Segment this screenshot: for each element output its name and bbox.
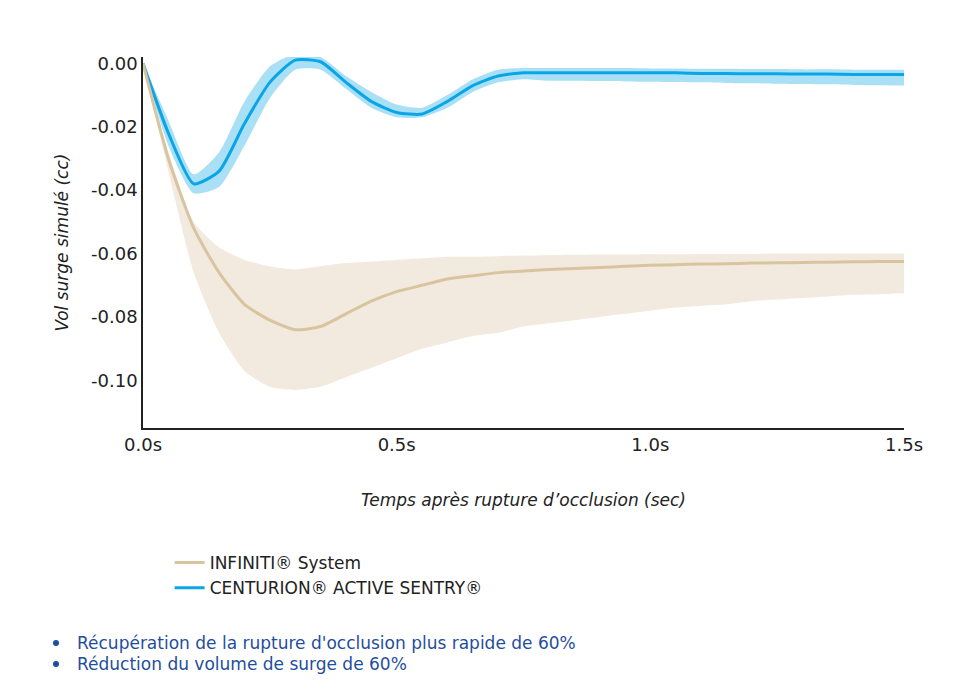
- svg-text:-0.04: -0.04: [91, 179, 138, 200]
- svg-text:0.5s: 0.5s: [378, 434, 416, 455]
- svg-text:Vol surge simulé (cc): Vol surge simulé (cc): [52, 154, 72, 332]
- svg-text:1.0s: 1.0s: [631, 434, 669, 455]
- svg-text:Temps après rupture d’occlusio: Temps après rupture d’occlusion (sec): [361, 490, 686, 510]
- svg-text:-0.02: -0.02: [91, 116, 138, 137]
- svg-text:-0.08: -0.08: [91, 306, 138, 327]
- svg-text:CENTURION® ACTIVE SENTRY®: CENTURION® ACTIVE SENTRY®: [210, 578, 483, 598]
- svg-text:0.00: 0.00: [98, 53, 138, 74]
- svg-text:INFINITI® System: INFINITI® System: [210, 553, 361, 573]
- svg-text:Récupération de la rupture d'o: Récupération de la rupture d'occlusion p…: [77, 633, 576, 653]
- svg-text:Réduction du volume de surge d: Réduction du volume de surge de 60%: [77, 654, 407, 674]
- svg-text:1.5s: 1.5s: [885, 434, 923, 455]
- svg-text:-0.10: -0.10: [91, 370, 138, 391]
- svg-text:-0.06: -0.06: [91, 243, 138, 264]
- svg-text:0.0s: 0.0s: [124, 434, 162, 455]
